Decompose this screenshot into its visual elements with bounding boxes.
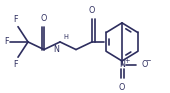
Text: O: O: [141, 60, 147, 69]
Text: O: O: [119, 83, 125, 92]
Text: H: H: [63, 34, 68, 40]
Text: +: +: [124, 58, 130, 64]
Text: O: O: [89, 6, 95, 15]
Text: F: F: [14, 60, 18, 69]
Text: −: −: [145, 58, 151, 64]
Text: N: N: [53, 45, 59, 54]
Text: O: O: [41, 14, 47, 23]
Text: F: F: [4, 37, 9, 46]
Text: F: F: [14, 15, 18, 24]
Text: N: N: [119, 60, 125, 69]
